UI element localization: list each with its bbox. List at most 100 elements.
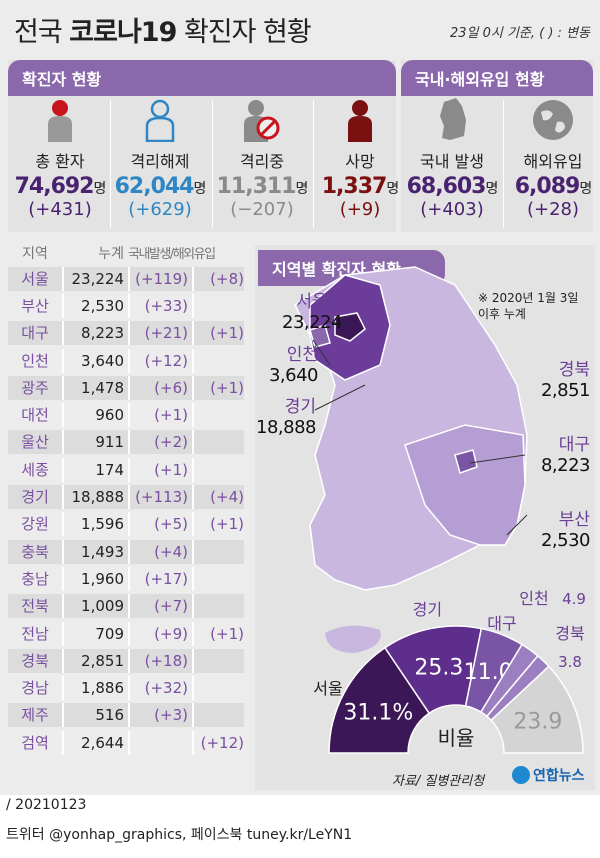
stat-0: 총 환자 74,692명 (+431): [12, 96, 108, 220]
table-row: 경북 2,851 (+18): [8, 647, 250, 674]
region-total: 1,960: [62, 566, 128, 591]
region-jeju: [325, 625, 381, 653]
stat-4: 국내 발생 68,603명 (+403): [404, 96, 500, 220]
region-name: 부산: [21, 296, 49, 315]
region-gyeongbuk: [404, 424, 526, 546]
region-name: 경북: [8, 648, 62, 673]
region-domestic: (+9): [128, 621, 192, 646]
region-imported: (+8): [192, 266, 244, 291]
stat-change: (+28): [526, 199, 580, 220]
slice-value: 25.3: [414, 656, 463, 681]
region-total: 1,478: [62, 375, 128, 400]
table-row: 광주 1,478 (+6) (+1): [8, 374, 250, 401]
footer-date: / 20210123: [6, 797, 87, 813]
table-row: 경기 18,888 (+113) (+4): [8, 483, 250, 510]
stat-label: 격리중: [239, 152, 285, 171]
region-name: 인천: [21, 351, 49, 370]
slice-value: 3.8: [558, 653, 582, 671]
table-row: 충남 1,960 (+17): [8, 565, 250, 592]
header-total: 누계: [98, 246, 124, 262]
slice-label: 경북: [555, 624, 584, 643]
slice-value: 31.1%: [343, 701, 413, 726]
korea-map: [294, 266, 528, 653]
footer-social[interactable]: 트위터 @yonhap_graphics, 페이스북 tuney.kr/LeYN…: [6, 827, 353, 843]
stat-label: 국내 발생: [420, 152, 484, 171]
region-total: 1,596: [62, 512, 128, 537]
table-row: 전북 1,009 (+7): [8, 593, 250, 620]
region-imported: (+1): [192, 321, 244, 346]
region-imported: (+1): [192, 512, 244, 537]
map-label-gyeongbuk: 경북 2,851: [540, 360, 591, 401]
slice-label: 경기: [413, 600, 442, 619]
region-name: 경기: [8, 485, 62, 510]
region-domestic: (+18): [128, 648, 192, 673]
table-row: 제주 516 (+3): [8, 702, 250, 729]
yonhap-logo: 연합뉴스: [512, 765, 585, 785]
region-imported: (+4): [192, 485, 244, 510]
page-title: 전국 코로나19 확진자 현황: [14, 17, 312, 48]
region-domestic: (+6): [128, 375, 192, 400]
map-label-gyeonggi: 경기 18,888: [256, 397, 316, 438]
region-name: 충남: [21, 569, 49, 588]
region-domestic: (+119): [128, 266, 192, 291]
region-total: 709: [62, 621, 128, 646]
region-domestic: (+21): [128, 321, 192, 346]
leader-daegu: [469, 454, 526, 464]
region-name: 검역: [21, 733, 49, 752]
leader-gyeonggi: [314, 384, 366, 411]
region-domestic: (+7): [128, 594, 192, 619]
leader-busan: [506, 514, 528, 536]
region-domestic: (+4): [128, 539, 192, 564]
region-domestic: (+1): [128, 403, 192, 428]
region-total: 23,224: [62, 266, 128, 291]
header-change: 국내발생/해외유입: [128, 247, 216, 262]
region-imported: [192, 457, 244, 482]
region-imported: (+1): [192, 621, 244, 646]
stat-value: 62,044명: [114, 174, 207, 199]
region-domestic: (+5): [128, 512, 192, 537]
slice-서울: [328, 646, 431, 754]
region-name: 울산: [8, 430, 62, 455]
map-label-incheon: 인천 3,640: [268, 345, 319, 386]
region-imported: (+12): [192, 730, 244, 755]
stat-1: 격리해제 62,044명 (+629): [112, 96, 208, 220]
stat-label: 해외유입: [523, 152, 583, 171]
region-imported: [192, 403, 244, 428]
region-total: 516: [62, 703, 128, 728]
person-prohibited-icon: [214, 96, 310, 142]
region-name: 충북: [8, 539, 62, 564]
table-row: 대전 960 (+1): [8, 401, 250, 428]
region-total: 1,886: [62, 676, 128, 701]
region-total: 2,644: [62, 730, 128, 755]
stat-value: 1,337명: [321, 174, 399, 199]
origin-header: 국내·해외유입 현황: [401, 60, 593, 96]
person-dark-red-icon: [312, 96, 408, 142]
table-row: 검역 2,644 (+12): [8, 729, 250, 756]
region-name: 대구: [8, 321, 62, 346]
stat-change: (+431): [28, 199, 92, 220]
slice-value: 4.9: [562, 590, 586, 608]
region-total: 1,009: [62, 594, 128, 619]
korea-map-icon: [404, 96, 500, 142]
globe-icon: [505, 96, 600, 142]
region-total: 960: [62, 403, 128, 428]
region-domestic: (+17): [128, 566, 192, 591]
slice-label: 서울: [313, 679, 342, 698]
map-note: ※ 2020년 1월 3일 이후 누계: [478, 291, 579, 321]
map-label-daegu: 대구 8,223: [540, 435, 591, 476]
region-imported: (+1): [192, 375, 244, 400]
region-total: 1,493: [62, 539, 128, 564]
basis-note: 23일 0시 기준, ( ) : 변동: [449, 26, 590, 41]
region-total: 8,223: [62, 321, 128, 346]
table-row: 충북 1,493 (+4): [8, 538, 250, 565]
region-total: 2,530: [62, 293, 128, 318]
region-name: 전남: [21, 624, 49, 643]
region-name: 광주: [8, 375, 62, 400]
region-total: 174: [62, 457, 128, 482]
region-imported: [192, 348, 244, 373]
stat-5: 해외유입 6,089명 (+28): [505, 96, 600, 220]
table-row: 대구 8,223 (+21) (+1): [8, 320, 250, 347]
region-total: 2,851: [62, 648, 128, 673]
table-row: 부산 2,530 (+33): [8, 292, 250, 319]
